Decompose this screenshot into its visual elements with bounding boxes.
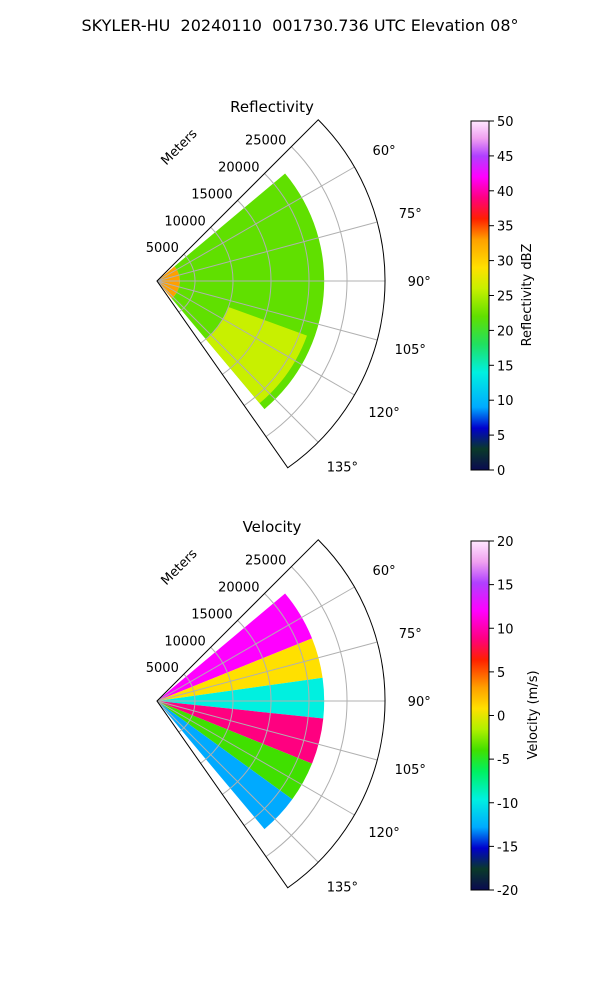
velocity-field-sector — [157, 701, 324, 764]
reflectivity-azimuth-tick-label: 60° — [373, 144, 396, 159]
velocity-panel: Velocity 60° 75° 90° 105° 120° 135° 5000 10000 1… — [146, 518, 541, 899]
velocity-azimuth-spoke — [156, 700, 355, 816]
velocity-range-label: Meters — [159, 546, 201, 588]
velocity-colorbar-tick-label: 10 — [497, 622, 514, 637]
velocity-frame-outline — [156, 539, 386, 889]
reflectivity-colorbar-tick-label: 5 — [497, 429, 505, 444]
velocity-field-sector — [157, 701, 313, 800]
velocity-colorbar-ticks: -20 -15 -10 -5 0 5 10 15 20 — [489, 535, 518, 899]
reflectivity-range-tick-label: 20000 — [218, 161, 259, 176]
reflectivity-colorbar: 0 5 10 15 20 25 30 35 40 45 50 Reflectivity dBZ — [470, 115, 535, 479]
reflectivity-azimuth-spoke — [156, 280, 355, 396]
reflectivity-axis-labels: 60° 75° 90° 105° 120° 135° 5000 10000 15000 20000… — [146, 134, 431, 476]
velocity-range-ring — [243, 593, 310, 826]
reflectivity-range-tick-label: 5000 — [146, 241, 179, 256]
velocity-azimuth-spoke — [156, 586, 355, 702]
velocity-azimuth-tick-label: 135° — [327, 880, 358, 895]
reflectivity-field-sector — [205, 306, 307, 404]
reflectivity-azimuth-spoke — [156, 221, 378, 282]
reflectivity-colorbar-tick-label: 40 — [497, 185, 514, 200]
velocity-colorbar-label: Velocity (m/s) — [526, 670, 541, 759]
reflectivity-colorbar-tick-label: 25 — [497, 290, 514, 305]
velocity-range-ring — [200, 646, 234, 764]
reflectivity-colorbar-tick-label: 0 — [497, 464, 505, 479]
reflectivity-range-tick-label: 25000 — [245, 134, 286, 149]
reflectivity-azimuth-tick-label: 75° — [399, 207, 422, 222]
reflectivity-colorbar-tick-label: 15 — [497, 359, 514, 374]
velocity-colorbar-tick-label: 15 — [497, 579, 514, 594]
velocity-frame — [156, 539, 386, 889]
reflectivity-colorbar-tick-label: 30 — [497, 255, 514, 270]
velocity-range-ring — [178, 673, 196, 733]
velocity-range-tick-label: 15000 — [191, 607, 232, 622]
velocity-range-ring — [265, 566, 348, 858]
velocity-azimuth-tick-label: 120° — [368, 826, 399, 841]
velocity-field-sector — [157, 677, 325, 719]
reflectivity-azimuth-tick-label: 90° — [408, 275, 431, 290]
velocity-field-sector — [157, 701, 293, 830]
figure-title: SKYLER-HU 20240110 001730.736 UTC Elevat… — [81, 16, 519, 35]
velocity-colorbar-tick-label: -5 — [497, 753, 510, 768]
velocity-field-sector — [157, 593, 313, 701]
velocity-azimuth-spoke — [156, 641, 378, 702]
velocity-colorbar: -20 -15 -10 -5 0 5 10 15 20 Velocity (m/s) — [470, 535, 541, 899]
velocity-colorbar-tick-label: -15 — [497, 840, 518, 855]
velocity-colorbar-tick-label: 0 — [497, 710, 505, 725]
reflectivity-colorbar-scale — [470, 120, 490, 471]
reflectivity-frame-outline — [156, 119, 386, 469]
reflectivity-azimuth-tick-label: 105° — [395, 343, 426, 358]
velocity-colorbar-tick-label: -20 — [497, 884, 518, 899]
reflectivity-colorbar-tick-label: 35 — [497, 220, 514, 235]
reflectivity-azimuth-tick-label: 120° — [368, 406, 399, 421]
reflectivity-range-ring — [178, 253, 196, 313]
reflectivity-colorbar-tick-label: 45 — [497, 150, 514, 165]
reflectivity-grid — [156, 146, 385, 443]
reflectivity-title: Reflectivity — [230, 98, 314, 116]
velocity-colorbar-scale — [470, 540, 490, 891]
reflectivity-range-ring — [243, 173, 310, 406]
velocity-title: Velocity — [243, 518, 302, 536]
velocity-colorbar-tick-label: 20 — [497, 535, 514, 550]
reflectivity-colorbar-tick-label: 10 — [497, 394, 514, 409]
reflectivity-range-ring — [265, 146, 348, 438]
velocity-colorbar-tick-label: 5 — [497, 666, 505, 681]
velocity-azimuth-spoke — [156, 700, 319, 863]
velocity-azimuth-spoke — [156, 700, 378, 761]
velocity-grid — [156, 566, 385, 863]
velocity-range-tick-label: 10000 — [164, 634, 205, 649]
reflectivity-azimuth-spoke — [156, 166, 355, 282]
velocity-field-sector — [157, 638, 323, 701]
velocity-range-ring — [222, 620, 272, 795]
reflectivity-azimuth-tick-label: 135° — [327, 460, 358, 475]
reflectivity-colorbar-ticks: 0 5 10 15 20 25 30 35 40 45 50 — [489, 115, 514, 479]
velocity-azimuth-tick-label: 60° — [373, 564, 396, 579]
reflectivity-colorbar-tick-label: 50 — [497, 115, 514, 130]
velocity-range-tick-label: 20000 — [218, 581, 259, 596]
velocity-range-tick-label: 25000 — [245, 554, 286, 569]
reflectivity-range-tick-label: 15000 — [191, 187, 232, 202]
reflectivity-azimuth-spoke — [156, 280, 319, 443]
reflectivity-range-tick-label: 10000 — [164, 214, 205, 229]
reflectivity-colorbar-label: Reflectivity dBZ — [520, 244, 535, 347]
velocity-azimuth-tick-label: 75° — [399, 627, 422, 642]
reflectivity-azimuth-spoke — [156, 280, 378, 341]
reflectivity-range-ring — [222, 200, 272, 375]
reflectivity-frame — [156, 119, 386, 469]
velocity-field — [157, 593, 325, 830]
velocity-range-tick-label: 5000 — [146, 661, 179, 676]
reflectivity-colorbar-tick-label: 20 — [497, 324, 514, 339]
reflectivity-field — [157, 173, 325, 410]
velocity-azimuth-tick-label: 105° — [395, 763, 426, 778]
reflectivity-range-ring — [200, 226, 234, 344]
reflectivity-range-label: Meters — [159, 126, 201, 168]
velocity-azimuth-tick-label: 90° — [408, 695, 431, 710]
reflectivity-panel: Reflectivity 60° 75° 90° 105° 120° 135° 5000 10… — [146, 98, 535, 479]
velocity-axis-labels: 60° 75° 90° 105° 120° 135° 5000 10000 15000 20000… — [146, 554, 431, 896]
velocity-colorbar-tick-label: -10 — [497, 797, 518, 812]
